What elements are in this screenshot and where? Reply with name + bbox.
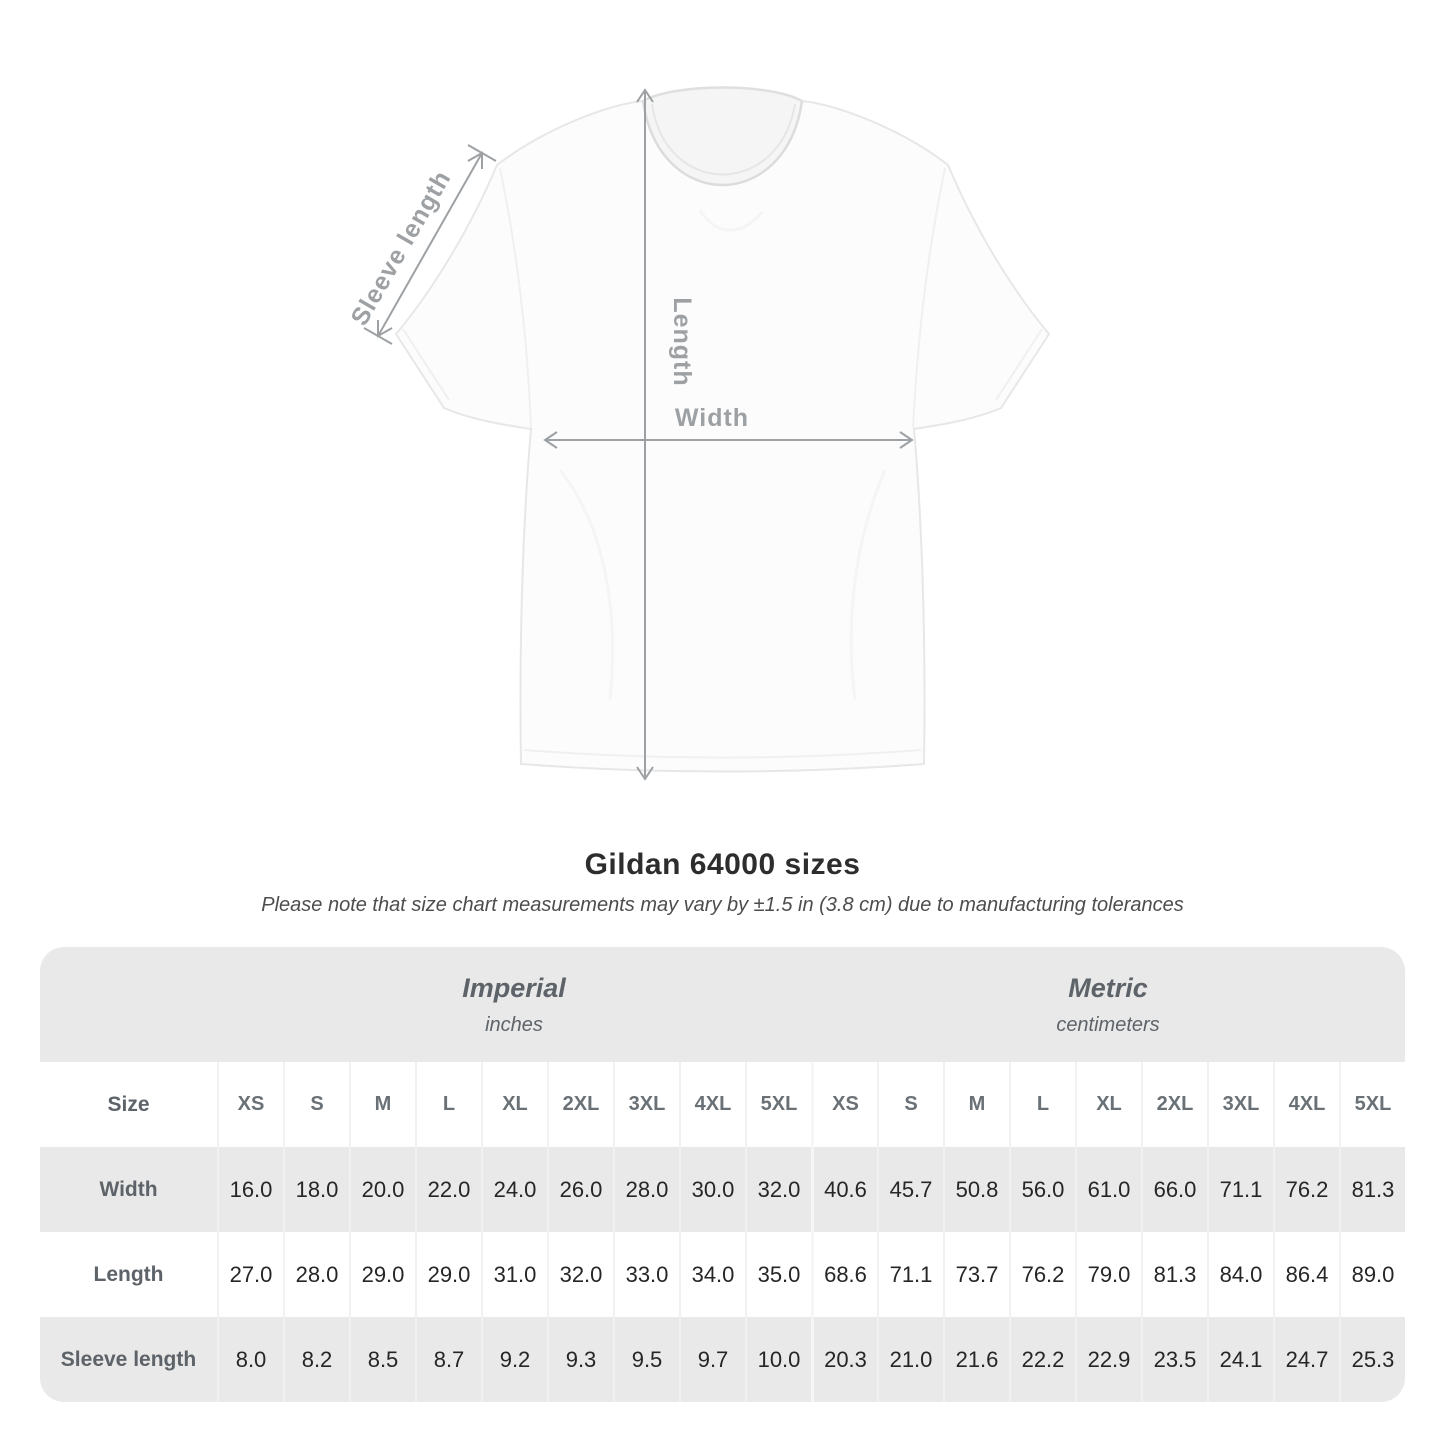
value-cell: 22.0	[415, 1147, 481, 1232]
page-title: Gildan 64000 sizes	[584, 848, 861, 881]
row-label: Width	[40, 1147, 217, 1232]
value-cell: 24.7	[1273, 1317, 1339, 1402]
value-cell: 9.7	[679, 1317, 745, 1402]
value-cell: 27.0	[217, 1232, 283, 1317]
value-cell: 8.0	[217, 1317, 283, 1402]
value-cell: 28.0	[283, 1232, 349, 1317]
size-col-header: XL	[481, 1062, 547, 1147]
value-cell: 89.0	[1339, 1232, 1405, 1317]
imperial-unit: inches	[485, 1013, 543, 1036]
value-cell: 32.0	[745, 1147, 811, 1232]
value-cell: 34.0	[679, 1232, 745, 1317]
row-label: Sleeve length	[40, 1317, 217, 1402]
value-cell: 50.8	[943, 1147, 1009, 1232]
size-col-header: 4XL	[1273, 1062, 1339, 1147]
size-col-header: 3XL	[613, 1062, 679, 1147]
value-cell: 26.0	[547, 1147, 613, 1232]
value-cell: 32.0	[547, 1232, 613, 1317]
width-label: Width	[675, 404, 749, 432]
length-arrow	[636, 88, 654, 781]
value-cell: 31.0	[481, 1232, 547, 1317]
row-label: Length	[40, 1232, 217, 1317]
tshirt-graphic	[394, 86, 1051, 773]
value-cell: 22.9	[1075, 1317, 1141, 1402]
imperial-label: Imperial	[462, 972, 566, 1003]
unit-header-band: Imperial inches Metric centimeters	[40, 947, 1405, 1062]
value-cell: 8.7	[415, 1317, 481, 1402]
value-cell: 73.7	[943, 1232, 1009, 1317]
size-table-grid: Size XS S M L XL 2XL 3XL 4XL 5XL XS S M L XL 2XL 3XL 4XL 5…	[40, 1062, 1405, 1402]
value-cell: 28.0	[613, 1147, 679, 1232]
size-col-header: L	[415, 1062, 481, 1147]
metric-unit: centimeters	[1056, 1013, 1160, 1036]
value-cell: 20.3	[811, 1317, 877, 1402]
value-cell: 23.5	[1141, 1317, 1207, 1402]
value-cell: 18.0	[283, 1147, 349, 1232]
value-cell: 35.0	[745, 1232, 811, 1317]
value-cell: 68.6	[811, 1232, 877, 1317]
value-cell: 84.0	[1207, 1232, 1273, 1317]
value-cell: 21.6	[943, 1317, 1009, 1402]
size-col-header: L	[1009, 1062, 1075, 1147]
size-col-header: XS	[811, 1062, 877, 1147]
value-cell: 9.2	[481, 1317, 547, 1402]
value-cell: 20.0	[349, 1147, 415, 1232]
value-cell: 9.5	[613, 1317, 679, 1402]
unit-header-spacer	[40, 947, 217, 1062]
value-cell: 76.2	[1273, 1147, 1339, 1232]
value-cell: 24.0	[481, 1147, 547, 1232]
value-cell: 61.0	[1075, 1147, 1141, 1232]
value-cell: 30.0	[679, 1147, 745, 1232]
value-cell: 9.3	[547, 1317, 613, 1402]
value-cell: 10.0	[745, 1317, 811, 1402]
width-arrow	[543, 431, 914, 449]
size-col-header: 5XL	[1339, 1062, 1405, 1147]
value-cell: 76.2	[1009, 1232, 1075, 1317]
metric-label: Metric	[1068, 972, 1148, 1003]
tshirt-svg: Sleeve length Length Width	[345, 86, 1051, 781]
size-col-header: M	[349, 1062, 415, 1147]
value-cell: 81.3	[1141, 1232, 1207, 1317]
value-cell: 29.0	[349, 1232, 415, 1317]
value-cell: 71.1	[1207, 1147, 1273, 1232]
size-col-header: XS	[217, 1062, 283, 1147]
size-col-header: S	[877, 1062, 943, 1147]
value-cell: 8.2	[283, 1317, 349, 1402]
size-col-header: 2XL	[547, 1062, 613, 1147]
size-col-header: S	[283, 1062, 349, 1147]
size-table: Imperial inches Metric centimeters Size X…	[40, 947, 1405, 1402]
value-cell: 45.7	[877, 1147, 943, 1232]
value-cell: 21.0	[877, 1317, 943, 1402]
size-col-header: 5XL	[745, 1062, 811, 1147]
value-cell: 29.0	[415, 1232, 481, 1317]
value-cell: 8.5	[349, 1317, 415, 1402]
size-col-header: 3XL	[1207, 1062, 1273, 1147]
value-cell: 25.3	[1339, 1317, 1405, 1402]
value-cell: 16.0	[217, 1147, 283, 1232]
size-col-header: XL	[1075, 1062, 1141, 1147]
size-col-header: 4XL	[679, 1062, 745, 1147]
length-label: Length	[668, 297, 696, 386]
value-cell: 22.2	[1009, 1317, 1075, 1402]
value-cell: 71.1	[877, 1232, 943, 1317]
sleeve-length-arrow	[363, 144, 497, 345]
size-header: Size	[40, 1062, 217, 1147]
shirt-diagram: Sleeve length Length Width	[345, 86, 1051, 781]
value-cell: 86.4	[1273, 1232, 1339, 1317]
unit-header-imperial: Imperial inches	[217, 947, 811, 1062]
value-cell: 66.0	[1141, 1147, 1207, 1232]
value-cell: 24.1	[1207, 1317, 1273, 1402]
unit-header-metric: Metric centimeters	[811, 947, 1405, 1062]
value-cell: 79.0	[1075, 1232, 1141, 1317]
size-col-header: M	[943, 1062, 1009, 1147]
value-cell: 40.6	[811, 1147, 877, 1232]
tolerance-note: Please note that size chart measurements…	[261, 894, 1184, 916]
value-cell: 56.0	[1009, 1147, 1075, 1232]
value-cell: 33.0	[613, 1232, 679, 1317]
size-col-header: 2XL	[1141, 1062, 1207, 1147]
value-cell: 81.3	[1339, 1147, 1405, 1232]
